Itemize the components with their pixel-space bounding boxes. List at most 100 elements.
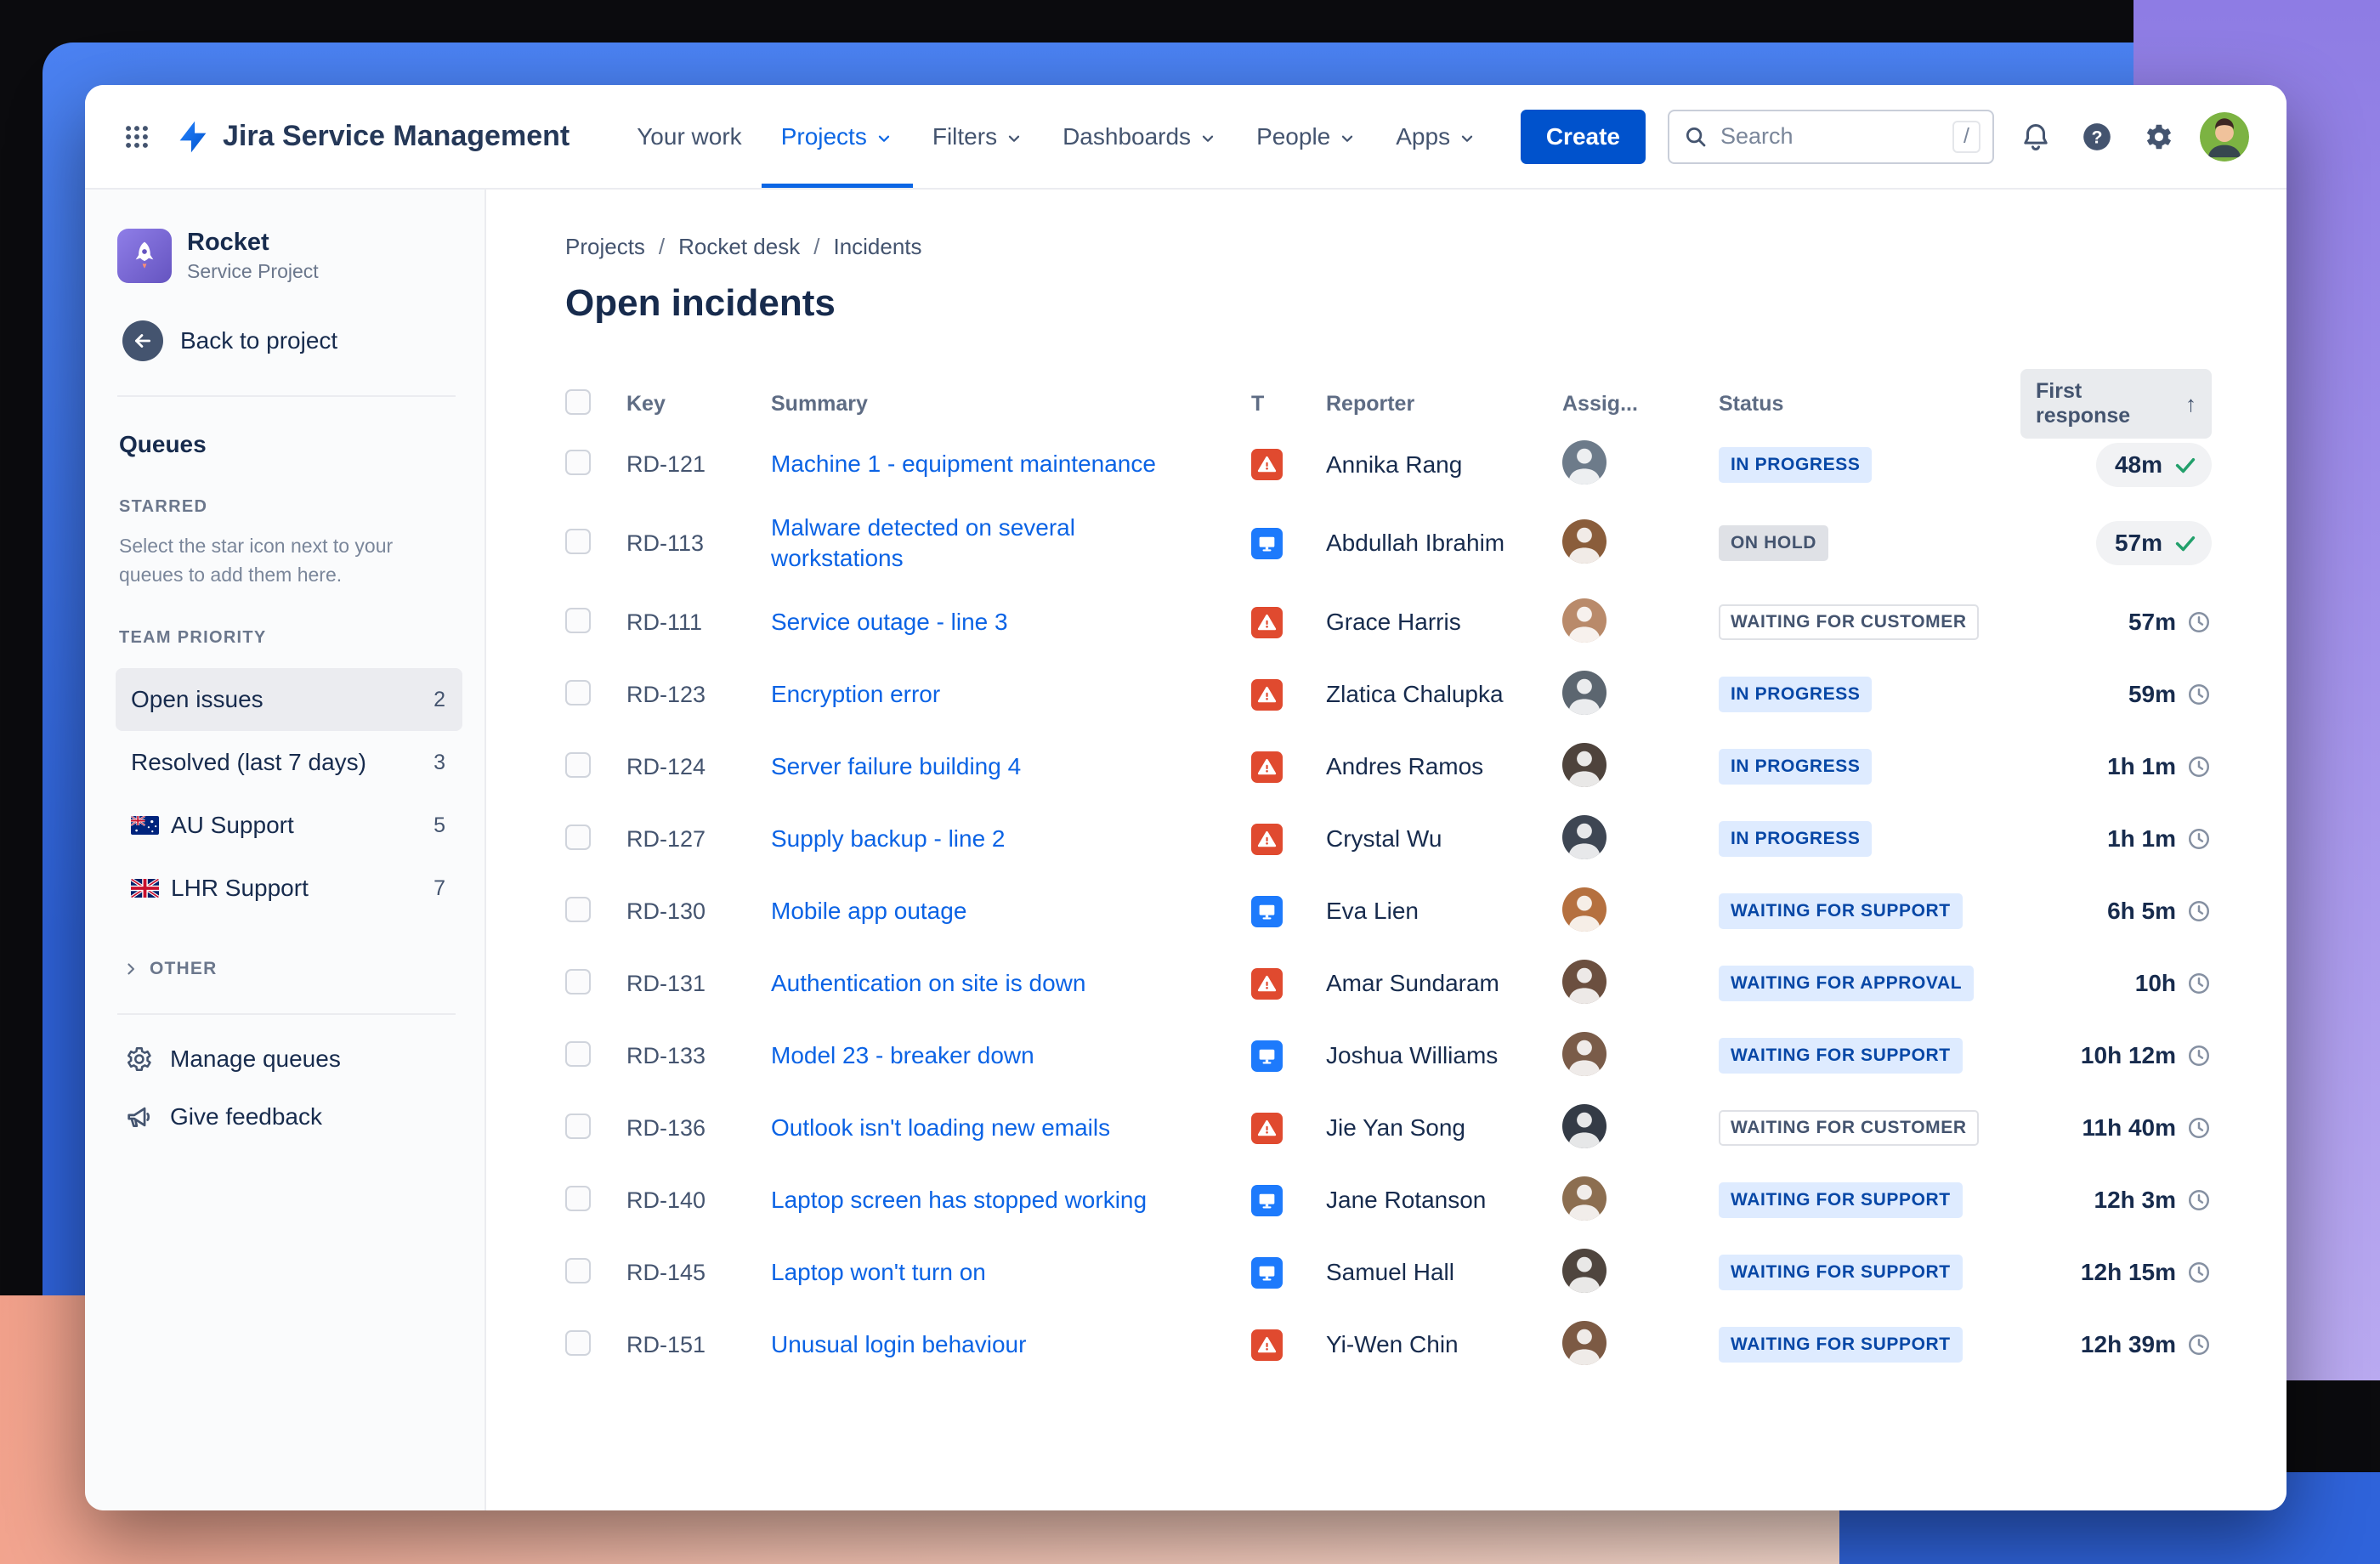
reporter-name: Yi-Wen Chin	[1326, 1331, 1459, 1358]
sidebar-queue-item[interactable]: LHR Support 7	[116, 857, 462, 920]
column-header-type[interactable]: T	[1251, 391, 1265, 416]
other-section-toggle[interactable]: OTHER	[116, 959, 468, 979]
assignee-avatar[interactable]	[1562, 598, 1606, 643]
manage-queues-button[interactable]: Manage queues	[116, 1030, 468, 1088]
issue-summary-link[interactable]: Laptop screen has stopped working	[771, 1187, 1148, 1214]
user-avatar[interactable]	[2200, 111, 2249, 162]
issue-summary-link[interactable]: Mobile app outage	[771, 898, 967, 925]
issue-key: RD-127	[626, 825, 706, 852]
clock-icon	[2186, 754, 2212, 779]
row-checkbox[interactable]	[565, 751, 591, 778]
assignee-avatar[interactable]	[1562, 518, 1606, 564]
first-response: 48m	[2095, 442, 2212, 487]
row-checkbox[interactable]	[565, 679, 591, 706]
assignee-avatar[interactable]	[1562, 814, 1606, 859]
give-feedback-button[interactable]: Give feedback	[116, 1088, 468, 1146]
assignee-avatar[interactable]	[1562, 1320, 1606, 1365]
row-checkbox[interactable]	[565, 896, 591, 922]
row-checkbox[interactable]	[565, 824, 591, 850]
search-box[interactable]: /	[1668, 109, 1994, 164]
breadcrumb-incidents[interactable]: Incidents	[800, 234, 921, 260]
issue-summary-link[interactable]: Server failure building 4	[771, 753, 1022, 780]
search-input[interactable]	[1719, 122, 1943, 150]
nav-item[interactable]: People	[1237, 85, 1376, 188]
issue-summary-link[interactable]: Outlook isn't loading new emails	[771, 1114, 1111, 1142]
reporter-name: Annika Rang	[1326, 450, 1463, 478]
notifications-bell-icon[interactable]	[2016, 117, 2055, 156]
first-response: 1h 1m	[2107, 753, 2212, 780]
reporter-name: Zlatica Chalupka	[1326, 681, 1504, 708]
help-icon[interactable]: ?	[2077, 117, 2116, 156]
first-response-time: 12h 3m	[2094, 1187, 2177, 1214]
row-checkbox[interactable]	[565, 1113, 591, 1139]
megaphone-icon	[124, 1102, 153, 1131]
queue-count-badge: 5	[434, 813, 445, 837]
row-checkbox[interactable]	[565, 1257, 591, 1284]
issue-summary-link[interactable]: Authentication on site is down	[771, 970, 1086, 997]
first-response-time: 57m	[2128, 609, 2176, 636]
issue-summary-link[interactable]: Machine 1 - equipment maintenance	[771, 450, 1156, 478]
nav-item[interactable]: Your work	[617, 85, 761, 188]
sidebar-queue-item[interactable]: AU Support 5	[116, 794, 462, 857]
row-checkbox[interactable]	[565, 1040, 591, 1067]
status-badge: WAITING FOR SUPPORT	[1719, 1327, 1963, 1363]
row-checkbox[interactable]	[565, 1329, 591, 1356]
issue-summary-link[interactable]: Encryption error	[771, 681, 941, 708]
row-checkbox[interactable]	[565, 968, 591, 994]
assignee-avatar[interactable]	[1562, 742, 1606, 787]
nav-item[interactable]: Dashboards	[1043, 85, 1237, 188]
sidebar-queue-item[interactable]: Open issues 2	[116, 668, 462, 732]
issue-summary-link[interactable]: Laptop won't turn on	[771, 1259, 986, 1286]
column-header-status[interactable]: Status	[1719, 391, 1784, 416]
gb-flag-icon	[131, 879, 159, 898]
issue-summary-link[interactable]: Malware detected on several workstations	[771, 514, 1075, 572]
column-header-reporter[interactable]: Reporter	[1326, 391, 1415, 416]
status-badge: WAITING FOR SUPPORT	[1719, 1038, 1963, 1074]
issue-summary-link[interactable]: Model 23 - breaker down	[771, 1042, 1034, 1069]
nav-left-cluster: Jira Service Management	[117, 85, 570, 188]
nav-item[interactable]: Apps	[1376, 85, 1496, 188]
breadcrumb-projects[interactable]: Projects	[565, 234, 645, 259]
settings-gear-icon[interactable]	[2139, 117, 2178, 156]
column-header-summary[interactable]: Summary	[771, 391, 868, 416]
nav-item[interactable]: Filters	[913, 85, 1043, 188]
column-header-key[interactable]: Key	[626, 391, 666, 416]
jira-logo-home[interactable]: Jira Service Management	[175, 119, 570, 155]
assignee-avatar[interactable]	[1562, 887, 1606, 932]
reporter-name: Amar Sundaram	[1326, 970, 1499, 997]
breadcrumb-rocket-desk[interactable]: Rocket desk	[645, 234, 800, 260]
select-all-checkbox[interactable]	[565, 388, 591, 415]
row-checkbox[interactable]	[565, 607, 591, 633]
assignee-avatar[interactable]	[1562, 440, 1606, 484]
assignee-avatar[interactable]	[1562, 670, 1606, 715]
clock-icon	[2186, 1260, 2212, 1285]
column-header-assignee[interactable]: Assig...	[1562, 391, 1638, 416]
row-checkbox[interactable]	[565, 528, 591, 554]
row-checkbox[interactable]	[565, 1185, 591, 1211]
chevron-down-icon	[1458, 129, 1476, 148]
issue-summary-link[interactable]: Supply backup - line 2	[771, 825, 1006, 853]
issue-summary-link[interactable]: Service outage - line 3	[771, 609, 1008, 636]
back-to-project-button[interactable]: Back to project	[116, 320, 468, 362]
row-checkbox[interactable]	[565, 450, 591, 475]
create-button[interactable]: Create	[1520, 109, 1646, 164]
row-checkbox-cell	[565, 1329, 626, 1360]
column-header-first-response[interactable]: First response ↑	[2020, 369, 2212, 439]
chevron-right-icon	[122, 960, 139, 978]
issue-key: RD-133	[626, 1042, 706, 1068]
app-switcher-grid-icon[interactable]	[117, 117, 156, 156]
give-feedback-label: Give feedback	[170, 1103, 322, 1130]
queue-label: Resolved (last 7 days)	[131, 749, 367, 776]
assignee-avatar[interactable]	[1562, 959, 1606, 1004]
reporter-name: Joshua Williams	[1326, 1042, 1499, 1069]
assignee-avatar[interactable]	[1562, 1176, 1606, 1221]
assignee-avatar[interactable]	[1562, 1031, 1606, 1076]
assignee-avatar[interactable]	[1562, 1248, 1606, 1293]
project-titles: Rocket Service Project	[187, 229, 319, 283]
sidebar-queue-item[interactable]: Resolved (last 7 days) 3	[116, 731, 462, 794]
assignee-avatar[interactable]	[1562, 1103, 1606, 1148]
gear-outline-icon	[124, 1045, 153, 1074]
first-response-label: First response	[2036, 379, 2131, 428]
nav-item[interactable]: Projects	[761, 85, 913, 188]
issue-summary-link[interactable]: Unusual login behaviour	[771, 1331, 1027, 1358]
